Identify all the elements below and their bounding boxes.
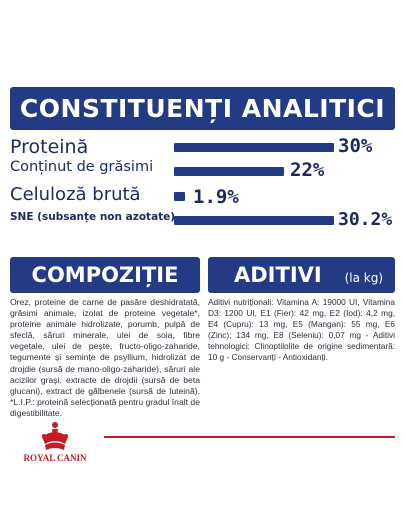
nfe-value: 30.2% [338,209,393,230]
fiber-label: Celuloză brută [10,184,141,205]
protein-bar [174,143,334,152]
analytics-row-protein: Proteină 30% [0,136,405,166]
analytics-row-nfe: SNE (subsanțe non azotate) 30.2% [0,208,405,238]
fat-value: 22% [290,159,325,181]
protein-value: 30% [338,135,373,157]
additives-text: Aditivi nutriționali: Vitamina A: 19000 … [208,297,395,362]
divider-line [104,436,395,438]
composition-header: COMPOZIȚIE [10,257,200,293]
analytics-row-fiber: Celuloză brută 1.9% [0,184,405,214]
royal-canin-crown-icon: ROYAL CANIN [24,422,87,463]
additives-title: ADITIVI [234,263,322,287]
nfe-bar [174,216,334,225]
analytics-banner: CONSTITUENȚI ANALITICI [10,87,395,130]
fat-bar [174,167,284,176]
composition-text: Orez, proteine de carne de pasăre deshid… [10,297,200,418]
nfe-label: SNE (subsanțe non azotate) [10,211,176,223]
protein-label: Proteină [10,136,89,158]
fat-label: Conținut de grăsimi [10,159,154,175]
fiber-bar [174,192,185,201]
composition-title: COMPOZIȚIE [31,263,179,287]
analytics-row-fat: Conținut de grăsimi 22% [0,160,405,190]
additives-unit: (la kg) [344,271,383,285]
analytics-title: CONSTITUENȚI ANALITICI [19,94,386,123]
svg-text:ROYAL CANIN: ROYAL CANIN [24,453,87,463]
fiber-value: 1.9% [193,186,239,208]
additives-header: ADITIVI (la kg) [208,257,395,293]
